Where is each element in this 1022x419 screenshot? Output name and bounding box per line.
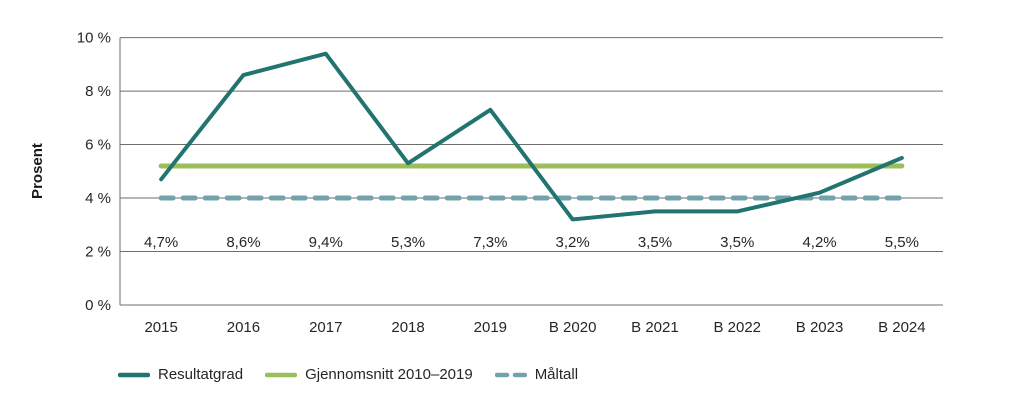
y-tick-label: 2 % [85, 244, 111, 261]
y-tick-label: 10 % [77, 30, 111, 47]
legend-item-maltall: Måltall [494, 366, 579, 383]
legend-label-maltall: Måltall [534, 366, 579, 383]
x-tick-label: 2015 [144, 319, 177, 336]
y-tick-label: 8 % [85, 83, 111, 100]
x-tick-label: B 2021 [631, 319, 679, 336]
x-tick-label: B 2020 [549, 319, 597, 336]
y-tick-label: 4 % [85, 190, 111, 207]
legend-item-gjennomsnitt: Gjennomsnitt 2010–2019 [265, 366, 473, 383]
data-label: 5,5% [885, 234, 919, 251]
legend-label-resultatgrad: Resultatgrad [158, 366, 244, 383]
data-label: 3,2% [556, 234, 590, 251]
y-tick-label: 0 % [85, 297, 111, 314]
legend-item-resultatgrad: Resultatgrad [118, 366, 243, 383]
x-tick-label: 2018 [391, 319, 424, 336]
legend-label-gjennomsnitt: Gjennomsnitt 2010–2019 [305, 366, 473, 383]
data-label: 7,3% [473, 234, 507, 251]
series-line-resultatgrad [159, 51, 904, 222]
data-label: 4,7% [144, 234, 178, 251]
data-label: 9,4% [309, 234, 343, 251]
x-tick-label: B 2023 [796, 319, 844, 336]
y-tick-label: 6 % [85, 137, 111, 154]
data-label: 5,3% [391, 234, 425, 251]
x-tick-label: 2019 [474, 319, 507, 336]
x-tick-label: B 2024 [878, 319, 926, 336]
legend: Resultatgrad Gjennomsnitt 2010–2019 Målt… [118, 366, 578, 383]
data-label: 8,6% [226, 234, 260, 251]
resultatgrad-line-icon [118, 372, 150, 377]
data-label: 4,2% [802, 234, 836, 251]
x-tick-label: 2016 [227, 319, 260, 336]
y-axis-title: Prosent [29, 143, 46, 199]
maltall-dashed-line-icon [494, 372, 527, 377]
gjennomsnitt-line-icon [265, 372, 298, 377]
data-label: 3,5% [720, 234, 754, 251]
data-label: 3,5% [638, 234, 672, 251]
x-tick-label: B 2022 [713, 319, 761, 336]
x-tick-label: 2017 [309, 319, 342, 336]
